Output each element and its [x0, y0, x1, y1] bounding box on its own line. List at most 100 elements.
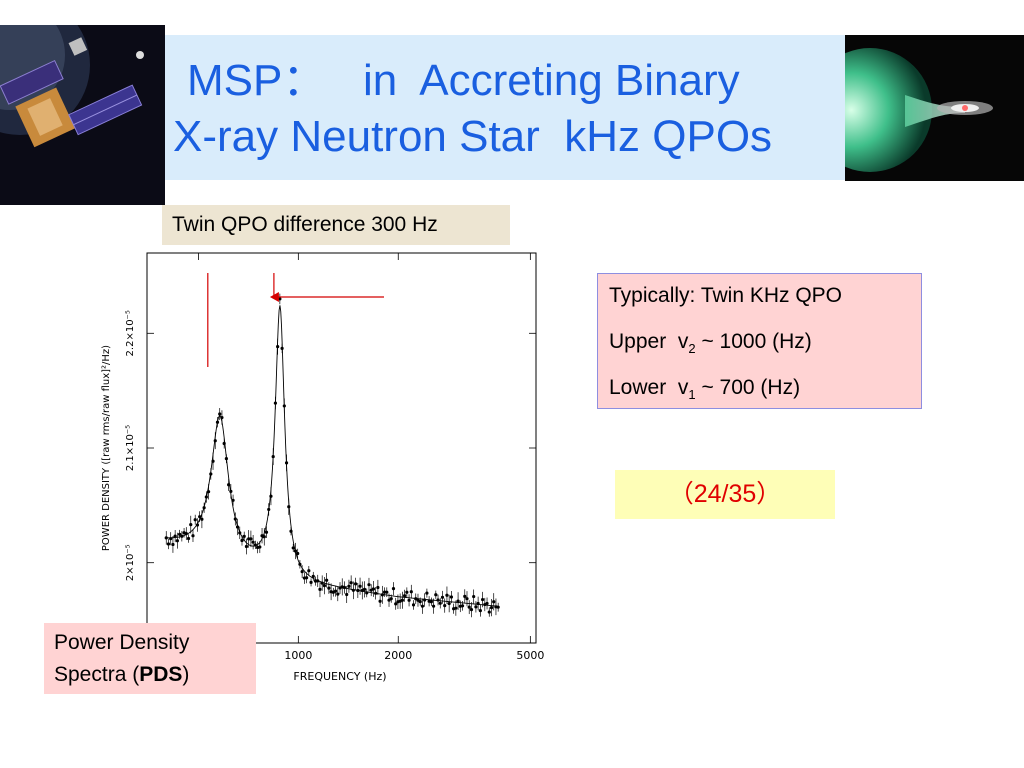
data-point [169, 537, 173, 541]
data-point [445, 593, 449, 597]
data-point [180, 534, 184, 538]
data-point [496, 605, 500, 609]
data-point [269, 494, 273, 498]
x-axis-label: FREQUENCY (Hz) [293, 670, 386, 683]
upper-prefix: Upper v [609, 330, 689, 353]
data-point [300, 570, 304, 574]
data-point [342, 585, 347, 590]
data-point [467, 605, 471, 609]
data-point [443, 603, 447, 608]
data-point [164, 536, 168, 540]
data-point [291, 546, 295, 550]
data-point [304, 576, 309, 580]
pds-bold: PDS [139, 663, 183, 686]
data-point [195, 523, 200, 527]
data-point [391, 587, 396, 591]
data-point [222, 441, 226, 446]
data-point [298, 562, 302, 566]
data-point [307, 569, 311, 573]
y-tick-label: 2.2×10⁻⁵ [125, 310, 136, 356]
x-tick-label: 2000 [384, 649, 412, 662]
data-point [389, 597, 393, 601]
data-point [478, 609, 482, 613]
data-point [293, 549, 298, 553]
data-point [322, 584, 327, 588]
data-point [356, 588, 360, 593]
data-point [202, 506, 206, 510]
data-point [320, 581, 324, 585]
data-point [362, 587, 367, 591]
data-point [249, 537, 253, 541]
page-number-box: （24/35） [615, 470, 835, 519]
data-point [371, 587, 376, 591]
satellite-image [0, 25, 165, 205]
pds-line-2: Spectra (PDS) [54, 663, 189, 687]
data-point [400, 598, 404, 602]
data-point [178, 532, 182, 536]
data-point [311, 574, 315, 578]
data-point [409, 590, 413, 594]
data-point [463, 594, 467, 598]
data-point [378, 599, 382, 603]
data-point [171, 542, 175, 547]
info-line-typical: Typically: Twin KHz QPO [609, 284, 843, 307]
data-point [438, 601, 442, 605]
data-point [354, 582, 358, 586]
data-point [271, 455, 275, 459]
data-point [489, 605, 494, 610]
data-point [365, 591, 369, 595]
data-point [449, 595, 453, 599]
data-point [394, 602, 398, 606]
data-point [264, 530, 269, 534]
data-point [284, 461, 289, 465]
data-point [253, 543, 257, 547]
pds-line-1: Power Density [54, 631, 190, 654]
data-point [296, 551, 300, 556]
data-point [374, 591, 378, 595]
data-point [431, 604, 436, 608]
pds-prefix: Spectra ( [54, 663, 140, 686]
data-point [440, 595, 445, 599]
data-point [229, 489, 233, 493]
title-line-2: X-ray Neutron Star kHz QPOs [173, 112, 773, 161]
data-point [434, 593, 438, 597]
data-point [204, 495, 208, 499]
data-point [405, 590, 409, 594]
data-point [327, 586, 331, 590]
data-point [191, 534, 195, 538]
data-point [166, 542, 171, 546]
data-point [465, 597, 469, 601]
data-point [184, 531, 188, 536]
data-point [218, 412, 222, 416]
data-point [238, 531, 242, 535]
data-point [411, 603, 416, 607]
data-point [235, 525, 240, 529]
data-point [233, 517, 237, 521]
data-point [240, 538, 244, 543]
data-point [316, 579, 320, 583]
data-point [273, 401, 278, 405]
pds-suffix: ) [182, 663, 190, 686]
data-point [347, 584, 351, 588]
arrow-head [269, 292, 279, 302]
data-point [485, 601, 489, 606]
title-line-1: MSP： in Accreting Binary [187, 56, 740, 105]
y-tick-label: 2×10⁻⁵ [125, 544, 136, 581]
qpo-info-box: Typically: Twin KHz QPO Upper v2 ~ 1000 … [597, 273, 922, 409]
data-point [247, 537, 251, 541]
upper-subscript: 2 [688, 341, 696, 357]
data-point [242, 534, 246, 538]
data-point [474, 605, 478, 609]
data-point [224, 457, 228, 461]
data-point [231, 498, 235, 502]
data-point [220, 415, 224, 420]
data-point [211, 459, 215, 463]
data-point [173, 534, 177, 538]
data-point [198, 515, 202, 519]
data-point [309, 580, 313, 584]
data-point [186, 536, 191, 541]
data-point [280, 346, 284, 350]
x-tick-label: 5000 [516, 649, 544, 662]
data-point [456, 599, 460, 603]
data-point [418, 600, 422, 604]
